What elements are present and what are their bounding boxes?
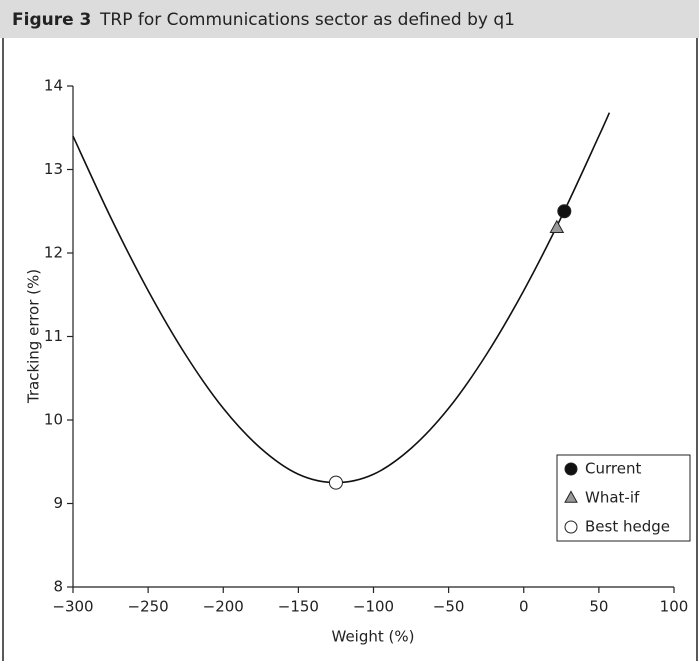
- x-tick-label: 100: [660, 598, 689, 616]
- y-tick-label: 13: [44, 160, 63, 178]
- y-tick-label: 10: [44, 411, 63, 429]
- header-band: [0, 0, 699, 38]
- y-tick-label: 12: [44, 244, 63, 262]
- x-tick-label: −250: [128, 598, 169, 616]
- legend-swatch: [564, 462, 578, 476]
- legend-label: Best hedge: [585, 518, 670, 536]
- x-axis-label: Weight (%): [332, 628, 415, 646]
- figure-label: Figure 3: [12, 10, 91, 30]
- legend-label: Current: [585, 460, 641, 478]
- curve: [72, 112, 611, 484]
- x-tick-label: −200: [203, 598, 244, 616]
- legend-label: What-if: [585, 489, 640, 507]
- x-tick-label: −300: [52, 598, 93, 616]
- marker: [549, 219, 565, 233]
- x-tick-label: −100: [353, 598, 394, 616]
- y-tick-label: 9: [53, 494, 63, 512]
- legend-swatch: [564, 520, 578, 534]
- x-tick-label: −150: [278, 598, 319, 616]
- x-tick-label: 0: [519, 598, 529, 616]
- y-axis-label: Tracking error (%): [25, 269, 43, 404]
- marker: [557, 204, 572, 219]
- legend-box: [556, 454, 691, 542]
- y-tick-label: 14: [44, 77, 63, 95]
- legend-swatch: [564, 490, 578, 503]
- chart-title: TRP for Communications sector as defined…: [99, 10, 515, 30]
- y-tick-label: 11: [44, 327, 63, 345]
- marker: [328, 475, 343, 490]
- x-tick-label: 50: [589, 598, 608, 616]
- x-tick-label: −50: [433, 598, 465, 616]
- y-tick-label: 8: [53, 578, 63, 596]
